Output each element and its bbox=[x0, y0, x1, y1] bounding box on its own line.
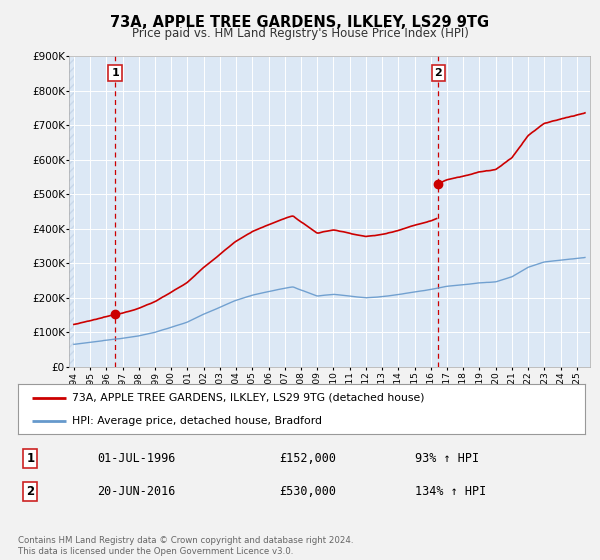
Text: 73A, APPLE TREE GARDENS, ILKLEY, LS29 9TG (detached house): 73A, APPLE TREE GARDENS, ILKLEY, LS29 9T… bbox=[72, 393, 424, 403]
Text: £530,000: £530,000 bbox=[279, 485, 336, 498]
Text: 1: 1 bbox=[26, 451, 35, 465]
Text: 134% ↑ HPI: 134% ↑ HPI bbox=[415, 485, 486, 498]
Text: Price paid vs. HM Land Registry's House Price Index (HPI): Price paid vs. HM Land Registry's House … bbox=[131, 27, 469, 40]
Text: 01-JUL-1996: 01-JUL-1996 bbox=[97, 451, 176, 465]
Text: Contains HM Land Registry data © Crown copyright and database right 2024.
This d: Contains HM Land Registry data © Crown c… bbox=[18, 536, 353, 556]
Text: 2: 2 bbox=[26, 485, 35, 498]
Text: 20-JUN-2016: 20-JUN-2016 bbox=[97, 485, 176, 498]
Text: 93% ↑ HPI: 93% ↑ HPI bbox=[415, 451, 479, 465]
Text: 73A, APPLE TREE GARDENS, ILKLEY, LS29 9TG: 73A, APPLE TREE GARDENS, ILKLEY, LS29 9T… bbox=[110, 15, 490, 30]
Text: 2: 2 bbox=[434, 68, 442, 78]
Text: HPI: Average price, detached house, Bradford: HPI: Average price, detached house, Brad… bbox=[72, 417, 322, 426]
Text: 1: 1 bbox=[111, 68, 119, 78]
Text: £152,000: £152,000 bbox=[279, 451, 336, 465]
